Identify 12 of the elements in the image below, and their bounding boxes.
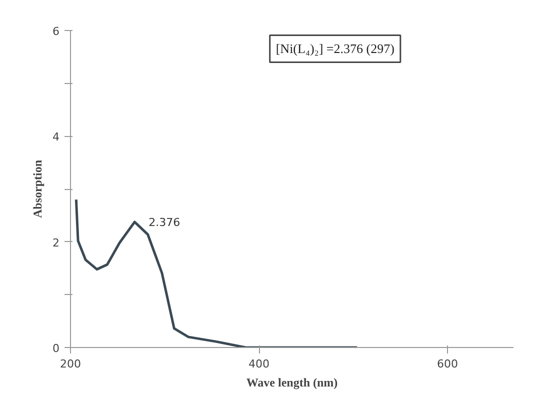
y-tick-label: 6 xyxy=(52,25,60,38)
line-series xyxy=(74,198,358,348)
x-tick-label: 600 xyxy=(437,358,458,370)
annotation: 2.376 xyxy=(148,216,180,229)
x-axis-title: Wave length (nm) xyxy=(246,376,338,390)
annotation: [Ni(L₄)₂] =2.376 (297) xyxy=(276,41,394,56)
y-axis-title: Absorption xyxy=(30,160,44,218)
y-tick-label: 0 xyxy=(52,342,60,355)
y-tick-label: 4 xyxy=(52,130,60,144)
x-tick-label: 200 xyxy=(60,358,81,370)
y-tick-label: 2 xyxy=(52,236,60,250)
x-tick-label: 400 xyxy=(248,358,270,370)
